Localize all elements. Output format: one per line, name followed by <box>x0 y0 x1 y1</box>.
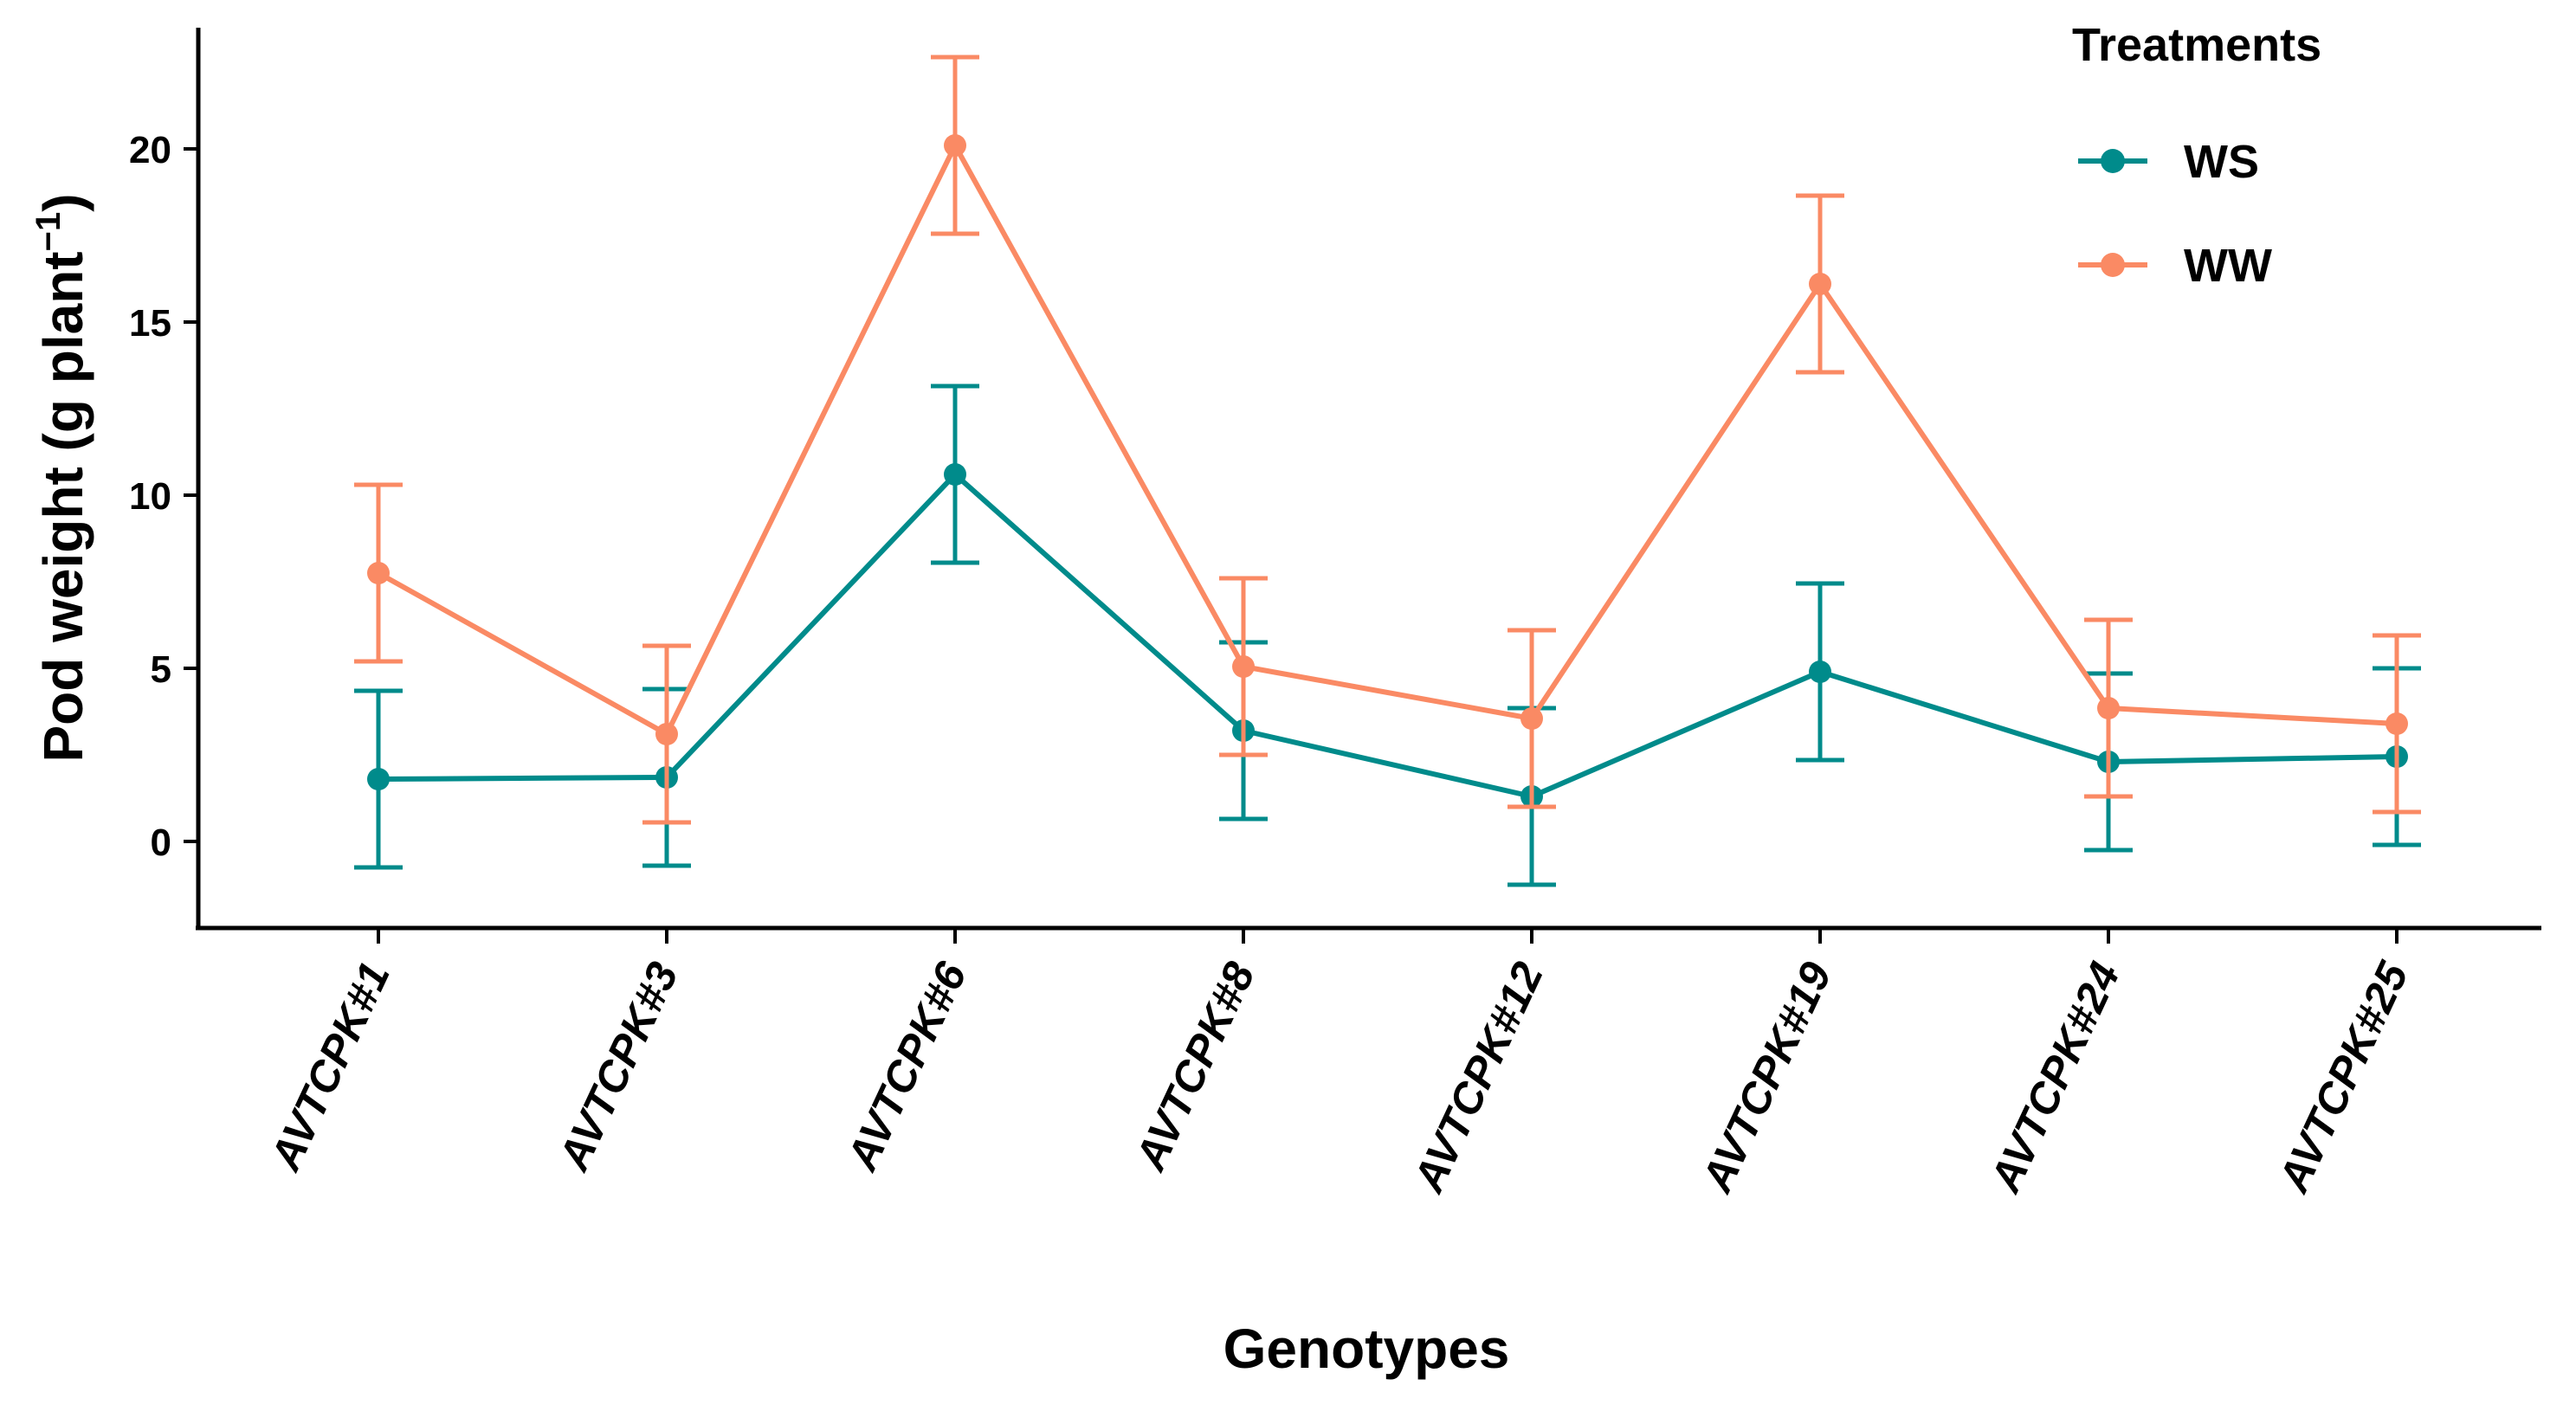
data-point-ww-avtcpk-24 <box>2097 697 2120 719</box>
y-tick-label-15: 15 <box>129 302 171 345</box>
x-axis-title: Genotypes <box>1223 1318 1510 1380</box>
data-point-ww-avtcpk-8 <box>1232 655 1255 678</box>
y-axis-title-main: Pod weight (g plant <box>32 251 94 762</box>
x-tick-label-avtcpk-1: AVTCPK#1 <box>261 955 399 1179</box>
legend-marker-ws <box>2101 149 2125 173</box>
legend-label-ws: WS <box>2184 136 2259 188</box>
data-point-ww-avtcpk-1 <box>367 562 390 584</box>
x-tick-label-avtcpk-19: AVTCPK#19 <box>1692 955 1841 1201</box>
y-tick-label-0: 0 <box>151 822 171 864</box>
axes <box>196 28 2541 931</box>
legend-marker-ww <box>2101 253 2125 277</box>
legend: Treatments WS WW <box>2072 19 2321 292</box>
x-tick-label-avtcpk-25: AVTCPK#25 <box>2269 954 2418 1201</box>
data-point-ww-avtcpk-6 <box>944 134 966 157</box>
series-layer <box>354 55 2421 887</box>
data-point-ww-avtcpk-3 <box>655 723 678 745</box>
legend-item-ws: WS <box>2078 136 2259 188</box>
y-axis-title-close: ) <box>32 193 94 211</box>
y-tick-label-20: 20 <box>129 129 171 171</box>
x-tick-label-avtcpk-6: AVTCPK#6 <box>837 954 977 1179</box>
data-point-ws-avtcpk-19 <box>1809 661 1831 683</box>
data-point-ww-avtcpk-25 <box>2386 712 2408 735</box>
data-point-ww-avtcpk-12 <box>1520 707 1543 730</box>
series-line-ww <box>377 143 2398 737</box>
legend-label-ww: WW <box>2184 240 2272 292</box>
x-tick-label-avtcpk-24: AVTCPK#24 <box>1980 955 2129 1201</box>
y-tick-label-10: 10 <box>129 475 171 518</box>
x-ticks: AVTCPK#1 AVTCPK#3 AVTCPK#6 AVTCPK#8 AVTCPK#1… <box>261 928 2418 1201</box>
data-point-ws-avtcpk-1 <box>367 768 390 790</box>
x-tick-label-avtcpk-8: AVTCPK#8 <box>1126 955 1264 1179</box>
x-tick-label-avtcpk-3: AVTCPK#3 <box>549 955 688 1179</box>
legend-item-ww: WW <box>2078 240 2272 292</box>
y-axis-title: Pod weight (g plant−1) <box>29 193 94 762</box>
x-tick-label-avtcpk-12: AVTCPK#12 <box>1404 955 1553 1201</box>
series-ws <box>354 383 2421 887</box>
legend-title: Treatments <box>2072 19 2321 71</box>
series-line-ws <box>378 472 2398 799</box>
y-axis-title-superscript: −1 <box>29 212 68 252</box>
y-ticks: 0 5 10 15 20 <box>129 129 198 864</box>
series-ww <box>354 55 2421 825</box>
data-point-ww-avtcpk-19 <box>1809 273 1831 295</box>
y-tick-label-5: 5 <box>151 648 171 691</box>
data-point-ws-avtcpk-6 <box>944 463 966 486</box>
legend-items: WS WW <box>2078 136 2272 292</box>
